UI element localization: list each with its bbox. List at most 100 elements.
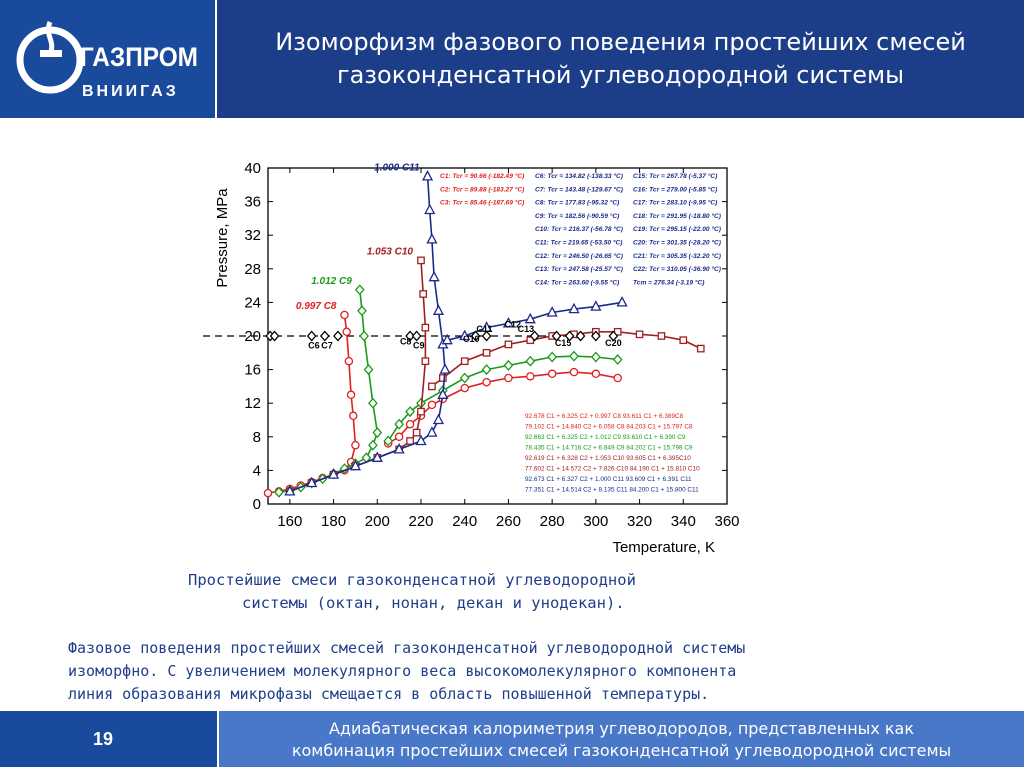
dashed-line-diamond <box>590 330 601 342</box>
series-upper-point-2 <box>460 357 469 366</box>
dashed-line-diamond <box>608 330 619 342</box>
series-upper-point-2 <box>696 344 705 353</box>
body-text-line-2: изоморфно. С увеличением молекулярного в… <box>68 662 737 680</box>
figure-caption-line-2: системы (октан, нонан, декан и унодекан)… <box>242 594 625 612</box>
series-upper-point-0 <box>613 373 622 383</box>
footer-page-panel: 19 <box>0 711 217 767</box>
critical-temp-entry: C10: Tcr = 216.37 (-56.78 °C) <box>535 225 623 233</box>
series-upper-point-0 <box>526 372 535 381</box>
series-point-3 <box>424 203 436 215</box>
x-tick-label: 220 <box>408 513 433 530</box>
critical-temp-entry: C6: Tcr = 134.82 (-138.33 °C) <box>535 172 623 180</box>
series-point-3 <box>439 363 451 374</box>
dashed-line-diamond <box>564 330 575 342</box>
critical-temp-entry: C22: Tcr = 310.05 (-36.90 °C) <box>633 265 721 273</box>
composition-entry: 92.619 C1 + 6.328 C2 + 1.053 C10 93.605 … <box>525 455 691 462</box>
series-point-1 <box>354 284 365 296</box>
series-upper-point-2 <box>679 336 688 345</box>
series-point-3 <box>432 413 445 425</box>
component-label: C12 <box>505 320 522 330</box>
y-tick-label: 36 <box>244 194 261 211</box>
title-line-1: Изоморфизм фазового поведения простейших… <box>275 28 966 56</box>
dashed-line-diamond <box>411 330 422 342</box>
series-upper-point-1 <box>503 359 514 371</box>
series-point-3 <box>428 270 440 282</box>
dashed-line-diamond <box>319 330 330 342</box>
series-upper-point-0 <box>569 367 579 377</box>
composition-entry: 79.102 C1 + 14.840 C2 + 6.058 C8 84.203 … <box>525 424 693 431</box>
series-point-1 <box>368 397 378 409</box>
series-upper-point-3 <box>502 317 515 328</box>
series-point-1 <box>368 439 378 451</box>
series-upper-point-1 <box>590 351 601 363</box>
series-upper-point-1 <box>547 351 558 363</box>
series-name-label-2: 1.053 C10 <box>367 246 414 257</box>
critical-temp-entry: C9: Tcr = 182.56 (-90.59 °C) <box>535 212 619 220</box>
series-point-2 <box>417 407 425 416</box>
series-upper-point-1 <box>525 355 536 367</box>
composition-entry: 92.678 C1 + 6.325 C2 + 0.997 C8 93.611 C… <box>525 413 684 420</box>
series-point-3 <box>349 459 362 471</box>
series-upper-point-0 <box>504 373 513 383</box>
footer-line-2: комбинация простейших смесей газоконденс… <box>291 741 952 760</box>
series-upper-point-0 <box>394 432 404 442</box>
x-tick-label: 340 <box>671 513 696 530</box>
x-tick-label: 240 <box>452 513 477 530</box>
dashed-line-diamond <box>405 330 415 342</box>
dashed-line-diamond <box>481 330 492 342</box>
series-upper-point-2 <box>428 382 436 391</box>
dashed-line-diamond <box>529 330 540 342</box>
series-upper-point-3 <box>524 312 536 324</box>
body-text-line-1: Фазовое поведения простейших смесей газо… <box>68 639 746 657</box>
composition-entry: 77.351 C1 + 14.514 C2 + 8.135 C11 84.200… <box>525 487 699 494</box>
series-point-3 <box>284 485 296 496</box>
dashed-line-diamond <box>333 330 343 342</box>
series-point-1 <box>372 427 383 439</box>
y-tick-label: 0 <box>253 496 261 513</box>
series-point-0 <box>344 356 354 366</box>
series-point-0 <box>348 411 358 421</box>
series-point-2 <box>412 428 421 437</box>
series-name-label-0: 0.997 C8 <box>296 301 337 312</box>
series-point-2 <box>421 323 430 332</box>
critical-temp-entry: C2: Tcr = 89.88 (-183.27 °C) <box>440 185 524 193</box>
composition-entry: 92.673 C1 + 6.327 C2 + 1.000 C11 93.609 … <box>525 476 692 483</box>
series-point-1 <box>363 364 374 376</box>
series-point-3 <box>426 426 438 437</box>
figure-caption-line-1: Простейшие смеси газоконденсатной углево… <box>188 571 636 589</box>
series-point-0 <box>263 488 273 498</box>
series-name-label-3: 1.000 C11 <box>374 162 420 173</box>
series-upper-point-3 <box>546 306 558 317</box>
series-point-0 <box>342 327 351 337</box>
y-tick-label: 24 <box>244 294 261 311</box>
component-label: C10 <box>463 334 480 344</box>
plot-frame <box>267 167 728 505</box>
series-upper-point-1 <box>569 350 579 362</box>
critical-temp-entry: C8: Tcr = 177.83 (-95.32 °C) <box>535 199 619 207</box>
series-upper-point-2 <box>482 348 491 357</box>
component-label: C8 <box>400 336 412 346</box>
series-point-2 <box>419 290 428 298</box>
series-upper-point-1 <box>612 354 623 365</box>
component-label: C6 <box>308 341 320 351</box>
series-point-3 <box>421 170 434 181</box>
series-upper-point-3 <box>590 300 602 311</box>
series-upper-point-1 <box>383 435 394 447</box>
critical-temp-entry: C20: Tcr = 301.35 (-28.20 °C) <box>633 239 721 247</box>
critical-temp-entry: C3: Tcr = 85.46 (-187.69 °C) <box>440 199 524 207</box>
component-label: C7 <box>321 341 333 351</box>
series-upper-point-0 <box>547 369 557 379</box>
footer-line-1: Адиабатическая калориметрия углеводородо… <box>328 719 914 738</box>
series-point-1 <box>359 330 370 342</box>
series-point-3 <box>432 304 445 315</box>
series-point-3 <box>415 434 427 446</box>
critical-temp-entry: Tcm = 276.34 (-3.19 °C) <box>633 278 704 286</box>
series-point-3 <box>426 233 438 244</box>
critical-temp-entry: C21: Tcr = 305.35 (-32.20 °C) <box>633 252 721 260</box>
series-upper-point-3 <box>616 296 628 307</box>
component-label: C9 <box>413 341 425 351</box>
dashed-line-diamond <box>470 330 481 342</box>
x-tick-label: 260 <box>496 513 521 530</box>
series-point-0 <box>340 310 349 320</box>
critical-temp-entry: C16: Tcr = 279.00 (-5.85 °C) <box>633 185 717 193</box>
